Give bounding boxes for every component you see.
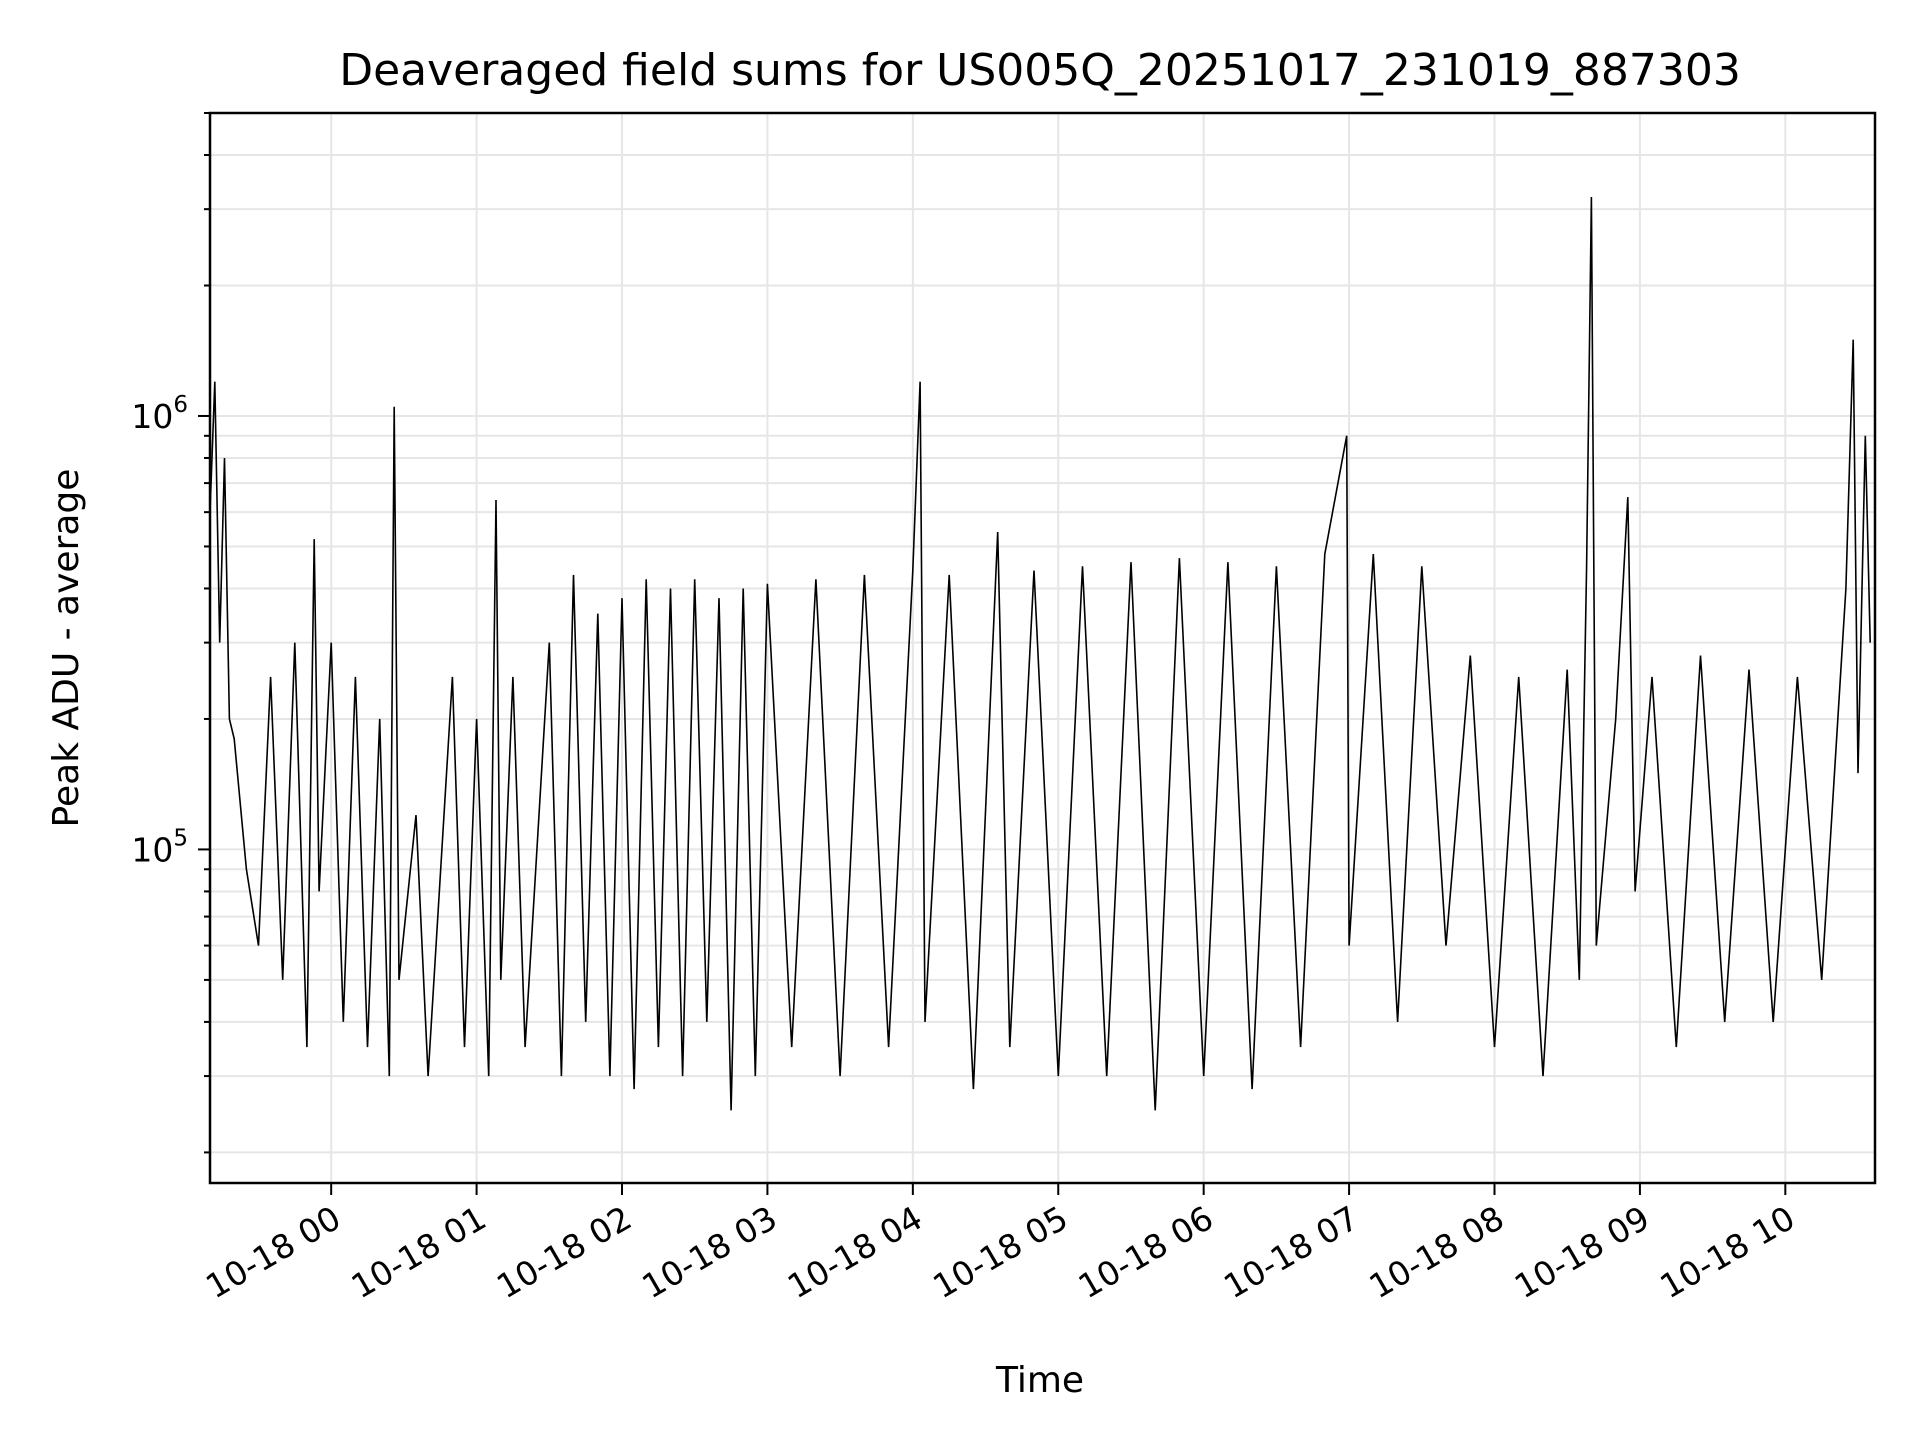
x-axis-label: Time bbox=[995, 1360, 1084, 1401]
y-tick-base: 10 bbox=[131, 397, 173, 436]
series-line bbox=[210, 196, 1871, 1111]
series-layer bbox=[210, 196, 1871, 1111]
y-tick-exponent: 5 bbox=[173, 825, 188, 851]
chart-title: Deaveraged field sums for US005Q_2025101… bbox=[339, 45, 1741, 96]
y-tick-base: 10 bbox=[131, 830, 173, 869]
y-tick-label: 105 bbox=[131, 825, 188, 869]
y-tick-label: 106 bbox=[131, 392, 188, 436]
plot-frame bbox=[208, 111, 1877, 1185]
y-tick-exponent: 6 bbox=[173, 392, 188, 418]
y-axis-label: Peak ADU - average bbox=[46, 469, 87, 828]
